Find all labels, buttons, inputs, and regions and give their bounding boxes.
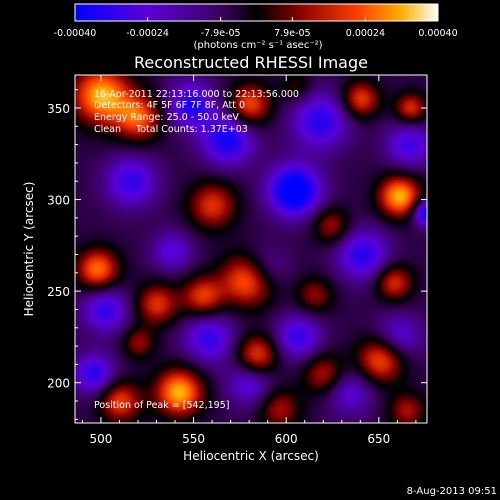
colorbar-ticks: -0.00040 -0.00024 -7.9e-05 7.9e-05 0.00024 0.… <box>54 17 458 39</box>
y-axis-label: Heliocentric Y (arcsec) <box>22 182 36 317</box>
colorbar-units-label: (photons cm⁻² s⁻¹ asec⁻²) <box>193 40 322 51</box>
annotation-method-counts: Clean Total Counts: 1.37E+03 <box>94 124 248 135</box>
plot-frame <box>74 74 428 424</box>
annotation-detectors: Detectors: 4F 5F 6F 7F 8F, Att 0 <box>94 100 245 111</box>
x-axis-label: Heliocentric X (arcsec) <box>183 449 319 463</box>
y-tick-label: 200 <box>47 377 70 391</box>
y-tick-label: 300 <box>47 194 70 208</box>
colorbar-tick-label: -0.00024 <box>126 28 169 39</box>
x-axis-ticks: 500 550 600 650 <box>81 75 417 446</box>
x-tick-label: 600 <box>275 432 298 446</box>
x-tick-label: 500 <box>89 432 112 446</box>
colorbar-tick-label: 0.00024 <box>346 28 385 39</box>
colorbar: -0.00040 -0.00024 -7.9e-05 7.9e-05 0.00024 0.… <box>54 3 458 51</box>
y-tick-label: 350 <box>47 102 70 116</box>
plot-area: 500 550 600 650 200 250 300 350 16-Apr-2011 22… <box>47 74 428 446</box>
x-tick-label: 650 <box>367 432 390 446</box>
colorbar-tick-label: -7.9e-05 <box>201 28 241 39</box>
annotation-time-range: 16-Apr-2011 22:13:16.000 to 22:13:56.000 <box>94 89 299 100</box>
colorbar-tick-label: 7.9e-05 <box>274 28 310 39</box>
colorbar-gradient <box>74 3 439 22</box>
colorbar-tick-label: 0.00040 <box>418 28 457 39</box>
chart-title: Reconstructed RHESSI Image <box>134 53 368 72</box>
x-tick-label: 550 <box>182 432 205 446</box>
annotation-peak-position: Position of Peak = [542,195] <box>94 400 229 411</box>
y-axis-ticks: 200 250 300 350 <box>47 89 427 420</box>
colorbar-tick-label: -0.00040 <box>54 28 97 39</box>
annotation-energy-range: Energy Range: 25.0 - 50.0 keV <box>94 112 239 123</box>
y-tick-label: 250 <box>47 285 70 299</box>
footer-date: 8-Aug-2013 09:51 <box>407 486 497 497</box>
